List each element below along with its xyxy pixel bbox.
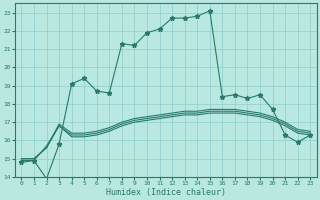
X-axis label: Humidex (Indice chaleur): Humidex (Indice chaleur) <box>106 188 226 197</box>
